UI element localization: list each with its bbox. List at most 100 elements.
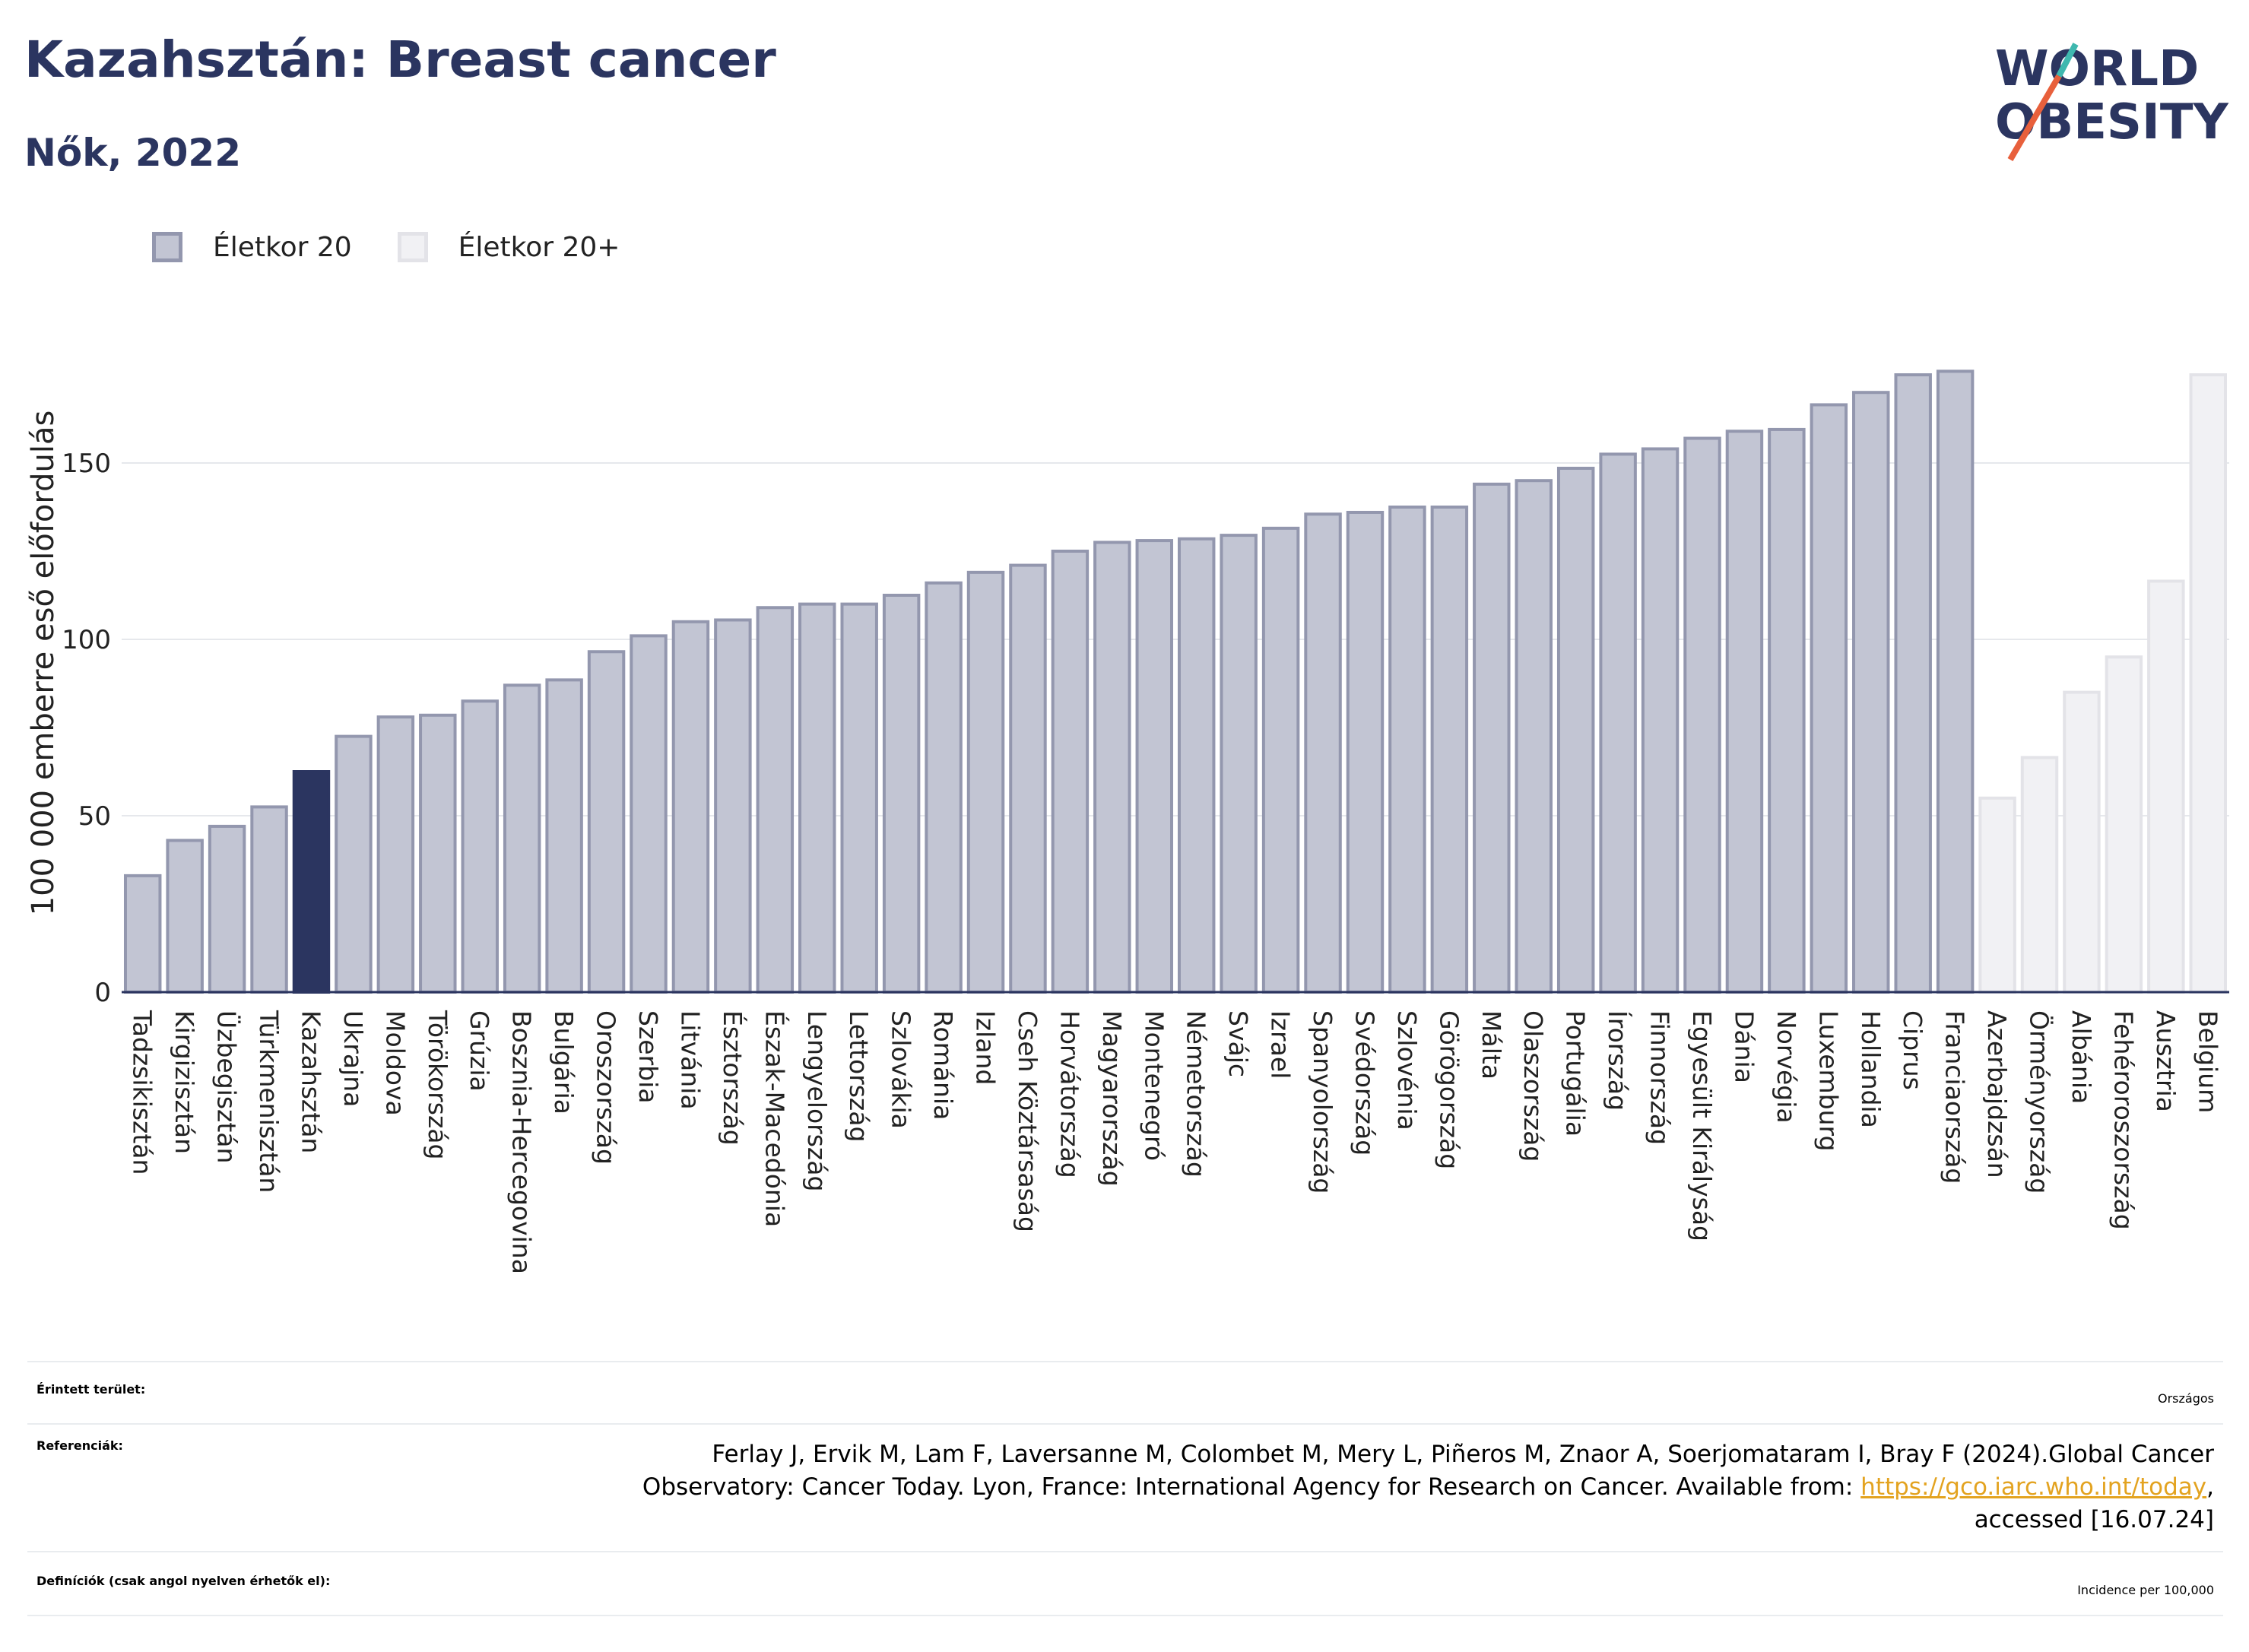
- bar[interactable]: [292, 770, 331, 994]
- bar[interactable]: [1936, 369, 1975, 994]
- references-line-3: accessed [16.07.24]: [1974, 1506, 2214, 1533]
- bar[interactable]: [503, 683, 541, 994]
- references-link[interactable]: https://gco.iarc.who.int/today: [1860, 1473, 2207, 1501]
- bar[interactable]: [376, 715, 415, 994]
- bar[interactable]: [1599, 452, 1637, 994]
- bar[interactable]: [1051, 550, 1090, 994]
- bar[interactable]: [2189, 373, 2228, 994]
- region-label: Érintett terület:: [36, 1382, 146, 1397]
- bar[interactable]: [1556, 466, 1595, 994]
- world-obesity-logo: WORLD OBESITY: [1995, 41, 2228, 162]
- bar[interactable]: [630, 634, 668, 994]
- x-tick-label: Türkmenisztán: [254, 1010, 284, 1193]
- bar[interactable]: [671, 620, 710, 994]
- x-tick-label: Törökország: [423, 1010, 452, 1159]
- x-tick-label: Bosznia-Hercegovina: [507, 1010, 537, 1274]
- page-title: Kazahsztán: Breast cancer: [24, 30, 776, 89]
- x-tick-label: Luxemburg: [1813, 1010, 1843, 1151]
- logo-slash-red: [2007, 74, 2062, 162]
- y-tick-label: 100: [62, 625, 111, 655]
- bar[interactable]: [1430, 506, 1469, 994]
- legend-swatch-age-20-plus: [397, 232, 428, 262]
- bar[interactable]: [335, 734, 373, 994]
- bar[interactable]: [966, 570, 1005, 994]
- x-axis-labels: Tadzsikisztán Kirgizisztán Üzbegisztán Türk…: [128, 1010, 2223, 1274]
- x-tick-label: Franciaország: [1940, 1010, 1970, 1184]
- chart-legend: Életkor 20 Életkor 20+: [152, 228, 665, 266]
- bar[interactable]: [1388, 506, 1426, 994]
- bar[interactable]: [2020, 756, 2059, 994]
- x-tick-label: Belgium: [2193, 1010, 2222, 1113]
- bar[interactable]: [545, 678, 583, 994]
- y-tick-label: 0: [94, 978, 111, 1008]
- bar[interactable]: [756, 606, 795, 994]
- bar[interactable]: [587, 650, 626, 994]
- logo-line-1: WORLD: [1995, 41, 2199, 97]
- bar[interactable]: [123, 874, 162, 994]
- x-tick-label: Oroszország: [592, 1010, 621, 1165]
- x-tick-label: Dánia: [1729, 1010, 1759, 1083]
- references-label: Referenciák:: [36, 1438, 123, 1453]
- x-tick-label: Fehéroroszország: [2108, 1010, 2138, 1230]
- bar[interactable]: [882, 594, 921, 994]
- bar[interactable]: [250, 805, 288, 994]
- bar[interactable]: [1135, 539, 1174, 994]
- bar[interactable]: [1261, 526, 1300, 994]
- bar[interactable]: [1515, 479, 1553, 994]
- x-tick-label: Észak-Macedónia: [760, 1010, 790, 1227]
- x-tick-label: Cseh Köztársaság: [1013, 1010, 1042, 1232]
- divider: [27, 1423, 2223, 1425]
- bar[interactable]: [2063, 690, 2101, 994]
- legend-item-age-20-plus[interactable]: Életkor 20+: [397, 232, 620, 263]
- bar[interactable]: [2147, 579, 2185, 994]
- legend-swatch-age-20: [152, 232, 182, 262]
- divider: [27, 1551, 2223, 1552]
- bar[interactable]: [840, 602, 878, 994]
- bar[interactable]: [2105, 655, 2143, 994]
- y-tick-label: 150: [62, 449, 111, 479]
- x-tick-label: Montenegró: [1139, 1010, 1169, 1161]
- bar[interactable]: [1220, 534, 1258, 994]
- bar[interactable]: [1810, 403, 1848, 994]
- bar[interactable]: [461, 699, 499, 994]
- x-tick-label: Norvégia: [1772, 1010, 1801, 1124]
- x-tick-label: Svájc: [1223, 1010, 1253, 1077]
- bar[interactable]: [798, 602, 836, 994]
- x-tick-label: Szlovénia: [1392, 1010, 1422, 1130]
- bar[interactable]: [208, 824, 246, 994]
- x-tick-label: Szlovákia: [887, 1010, 916, 1129]
- x-tick-label: Izrael: [1266, 1010, 1296, 1079]
- references-line-2-text: Observatory: Cancer Today. Lyon, France:…: [642, 1473, 1861, 1501]
- references-line-1: Ferlay J, Ervik M, Lam F, Laversanne M, …: [712, 1441, 2214, 1468]
- bar[interactable]: [1852, 391, 1890, 994]
- bar[interactable]: [419, 713, 457, 994]
- bar[interactable]: [1177, 537, 1216, 994]
- bar[interactable]: [1768, 427, 1806, 994]
- y-axis-label: 100 000 emberre eső előfordulás: [26, 411, 61, 916]
- bar[interactable]: [1978, 796, 2016, 994]
- x-tick-label: Olaszország: [1518, 1010, 1548, 1162]
- bar[interactable]: [714, 618, 752, 994]
- bar[interactable]: [1894, 373, 1932, 994]
- bar[interactable]: [1093, 541, 1131, 994]
- bar[interactable]: [1725, 430, 1764, 994]
- legend-item-age-20[interactable]: Életkor 20: [152, 232, 352, 263]
- bar[interactable]: [1641, 447, 1680, 994]
- bar[interactable]: [1683, 436, 1721, 994]
- x-tick-label: Svédország: [1350, 1010, 1379, 1156]
- x-tick-label: Grúzia: [465, 1010, 494, 1092]
- logo-slash-teal: [2056, 43, 2079, 78]
- bar[interactable]: [166, 839, 204, 994]
- x-tick-label: Magyarország: [1097, 1010, 1127, 1187]
- bar[interactable]: [925, 581, 963, 994]
- x-tick-label: Azerbajdzsán: [1982, 1010, 2012, 1178]
- x-tick-label: Litvánia: [675, 1010, 705, 1110]
- bar[interactable]: [1473, 482, 1511, 994]
- x-tick-label: Örményország: [2025, 1010, 2055, 1194]
- bar[interactable]: [1009, 563, 1047, 994]
- definitions-label: Definíciók (csak angol nyelven érhetők e…: [36, 1574, 331, 1588]
- bar[interactable]: [1304, 512, 1342, 994]
- x-tick-label: Moldova: [380, 1010, 410, 1116]
- x-tick-label: Kazahsztán: [296, 1010, 325, 1153]
- bar[interactable]: [1346, 510, 1385, 994]
